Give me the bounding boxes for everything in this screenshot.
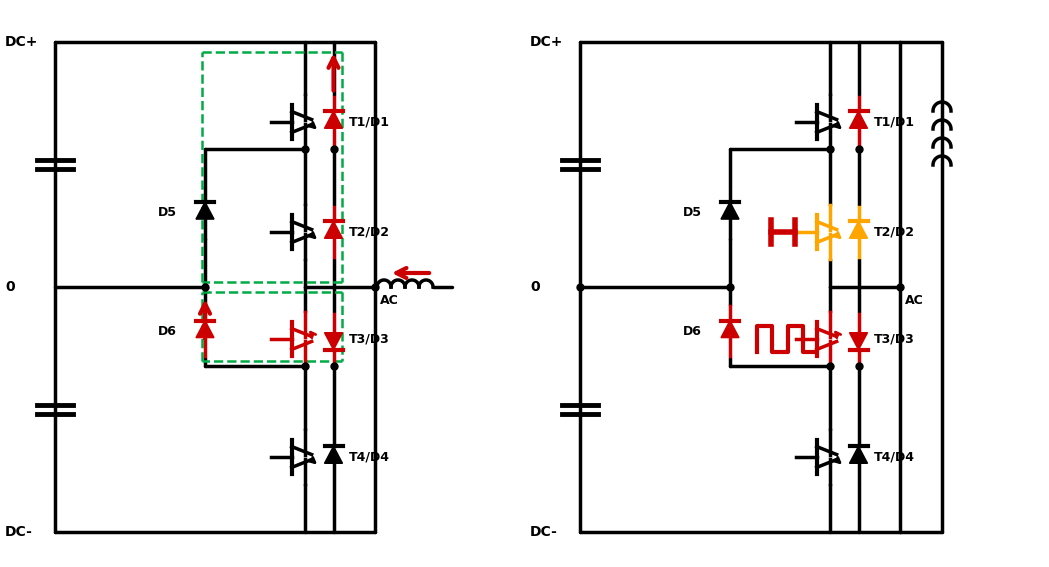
Polygon shape [850, 111, 868, 128]
Polygon shape [721, 320, 738, 337]
Polygon shape [721, 202, 738, 219]
Text: T4/D4: T4/D4 [348, 451, 389, 463]
Text: D6: D6 [157, 325, 176, 338]
Polygon shape [324, 221, 343, 238]
Text: DC+: DC+ [5, 35, 39, 49]
Text: D5: D5 [157, 206, 176, 219]
Text: D5: D5 [683, 206, 702, 219]
Polygon shape [324, 111, 343, 128]
Polygon shape [196, 320, 214, 337]
Text: 0: 0 [5, 280, 15, 294]
Text: T3/D3: T3/D3 [874, 332, 915, 345]
Text: T2/D2: T2/D2 [348, 226, 389, 239]
Polygon shape [850, 333, 868, 350]
Polygon shape [324, 446, 343, 463]
Text: DC+: DC+ [530, 35, 563, 49]
Polygon shape [324, 333, 343, 350]
Text: 0: 0 [530, 280, 539, 294]
Text: T1/D1: T1/D1 [348, 116, 389, 129]
Polygon shape [196, 202, 214, 219]
Text: T1/D1: T1/D1 [874, 116, 915, 129]
Text: AC: AC [380, 294, 399, 307]
Text: DC-: DC- [5, 525, 33, 539]
Text: T2/D2: T2/D2 [874, 226, 915, 239]
Text: T4/D4: T4/D4 [874, 451, 915, 463]
Polygon shape [850, 446, 868, 463]
Text: T3/D3: T3/D3 [348, 332, 389, 345]
Text: DC-: DC- [530, 525, 558, 539]
Text: D6: D6 [683, 325, 702, 338]
Text: AC: AC [905, 294, 924, 307]
Polygon shape [850, 221, 868, 238]
